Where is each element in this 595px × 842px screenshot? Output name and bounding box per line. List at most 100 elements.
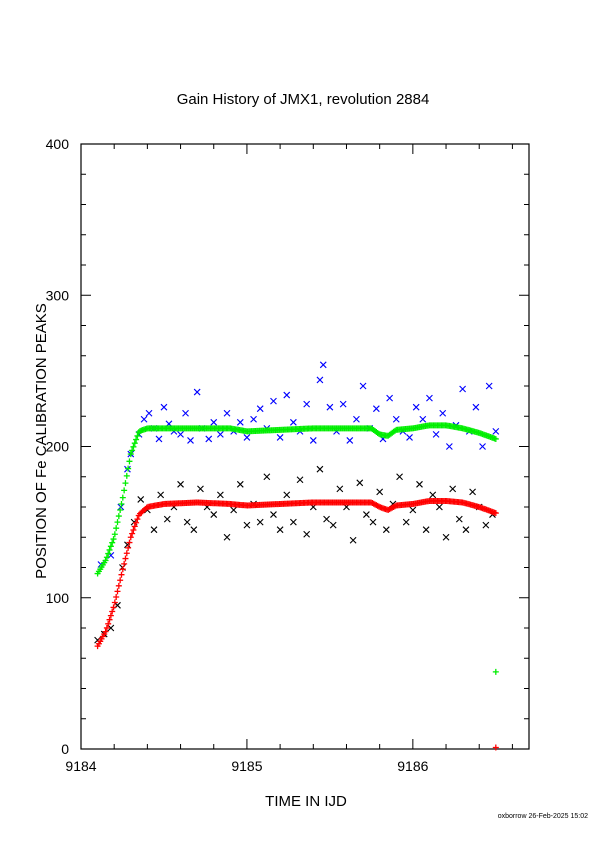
green-fit-point	[129, 447, 136, 454]
blue-point	[223, 409, 231, 417]
x-tick-label: 9185	[231, 758, 262, 774]
credit-line: oxborrow 26-Feb-2025 15:02	[498, 813, 588, 820]
green-fit-point	[127, 451, 134, 458]
black-point	[422, 526, 430, 534]
red-fit-point	[391, 503, 398, 510]
black-point	[369, 518, 377, 526]
blue-point	[216, 431, 224, 438]
red-fit-point	[107, 612, 114, 619]
blue-point	[319, 361, 327, 369]
blue-point	[379, 435, 387, 443]
black-point	[316, 465, 324, 473]
black-point	[236, 480, 244, 488]
red-fit-point	[126, 539, 133, 546]
blue-point	[243, 434, 251, 441]
outlier-point	[492, 668, 499, 675]
blue-point	[432, 431, 440, 438]
blue-point	[236, 418, 244, 426]
red-fit-point	[109, 608, 116, 615]
red-fit-point	[119, 566, 126, 573]
blue-point	[439, 409, 447, 417]
blue-point	[182, 409, 189, 417]
blue-point	[177, 431, 184, 438]
black-point	[216, 491, 224, 499]
red-fit-point	[111, 599, 118, 606]
red-fit-point	[129, 530, 136, 537]
black-point	[157, 491, 165, 499]
plot-frame	[80, 143, 530, 750]
black-point	[289, 518, 297, 526]
black-point	[429, 491, 437, 499]
green-fit-point	[109, 539, 116, 546]
y-axis-label: POSITION OF Fe CALIBRATION PEAKS	[33, 303, 50, 579]
red-fit-point	[113, 593, 120, 600]
blue-point	[256, 405, 264, 413]
x-tick-label: 9184	[65, 758, 96, 774]
green-fit-point	[115, 513, 122, 520]
blue-point	[346, 437, 354, 444]
red-fit-point	[102, 628, 109, 635]
blue-point	[459, 385, 467, 393]
black-point	[416, 480, 423, 488]
black-point	[442, 533, 450, 541]
red-fit-point	[123, 550, 130, 557]
blue-point	[326, 403, 334, 411]
blue-point	[276, 434, 284, 441]
blue-point	[210, 418, 218, 426]
green-fit-point	[121, 487, 128, 494]
green-fit-point	[391, 427, 398, 434]
red-fit-point	[492, 510, 499, 517]
red-fit-point	[127, 534, 134, 541]
black-point	[296, 476, 304, 484]
blue-point	[353, 415, 360, 423]
blue-point	[333, 427, 340, 435]
green-fit-point	[125, 465, 132, 472]
blue-point	[283, 391, 291, 399]
green-fit-point	[122, 480, 129, 487]
black-point	[137, 496, 145, 503]
green-fit-point	[113, 525, 120, 532]
red-fit-point	[117, 577, 124, 584]
y-tick-label: 100	[46, 590, 70, 606]
green-fit-point	[119, 494, 126, 501]
black-point	[363, 511, 370, 518]
red-fit-point	[121, 560, 128, 567]
red-fit-point	[115, 582, 122, 589]
blue-point	[193, 388, 201, 396]
black-point	[263, 473, 271, 481]
y-tick-label: 300	[46, 287, 70, 303]
green-fit-point	[123, 472, 130, 479]
black-point	[349, 536, 357, 544]
green-fit-point	[134, 432, 141, 439]
green-fit-point	[107, 543, 114, 550]
green-fit-point	[114, 519, 121, 526]
blue-point	[145, 409, 153, 417]
red-fit-point	[125, 544, 132, 551]
blue-point	[303, 400, 311, 408]
blue-point	[160, 403, 168, 411]
green-fit-point	[118, 500, 125, 507]
black-point	[409, 506, 417, 514]
blue-point	[472, 403, 480, 411]
green-fit-point	[111, 531, 118, 538]
blue-point	[205, 435, 213, 443]
black-point	[163, 515, 171, 523]
black-point	[210, 511, 218, 518]
black-point	[382, 526, 390, 534]
blue-point	[419, 415, 427, 423]
red-fit-point	[134, 516, 141, 523]
blue-point	[117, 503, 125, 511]
red-fit-point	[374, 502, 381, 509]
blue-point	[155, 435, 163, 443]
black-point	[469, 488, 476, 496]
tick-labels: 0 100 200 300 400 9184 9185 9186	[46, 136, 429, 774]
axis-ticks	[80, 143, 529, 750]
red-fit-point	[122, 555, 129, 562]
black-point	[150, 526, 158, 534]
x-tick-label: 9186	[397, 758, 428, 774]
green-fit-point	[110, 536, 117, 543]
red-fit-point	[130, 526, 137, 533]
y-tick-label: 400	[46, 136, 70, 152]
blue-point	[426, 394, 433, 402]
black-point	[482, 521, 490, 529]
